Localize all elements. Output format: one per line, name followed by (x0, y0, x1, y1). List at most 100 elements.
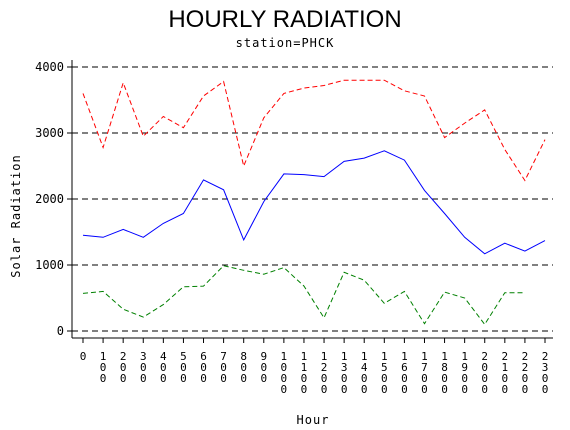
x-tick-char: 0 (180, 361, 187, 374)
x-tick-char: 2 (120, 350, 127, 363)
x-tick-char: 0 (381, 372, 388, 385)
x-tick-char: 0 (160, 372, 167, 385)
x-tick-char: 0 (481, 372, 488, 385)
x-tick-char: 8 (441, 361, 448, 374)
x-tick-char: 0 (421, 383, 428, 396)
x-tick-char: 2 (542, 350, 549, 363)
x-tick-char: 0 (120, 361, 127, 374)
x-tick-char: 0 (120, 372, 127, 385)
x-tick-char: 1 (341, 350, 348, 363)
x-tick-char: 1 (421, 350, 428, 363)
x-tick-char: 2 (481, 350, 488, 363)
x-tick-char: 0 (341, 383, 348, 396)
x-tick-char: 0 (502, 372, 509, 385)
x-tick-char: 0 (522, 372, 529, 385)
chart-title: HOURLY RADIATION (168, 6, 402, 33)
x-tick-char: 0 (260, 372, 267, 385)
x-tick-label: 2000 (481, 350, 488, 396)
x-tick-char: 2 (502, 350, 509, 363)
x-tick-char: 0 (441, 372, 448, 385)
x-tick-char: 0 (461, 383, 468, 396)
series-line (82, 79, 546, 182)
x-tick-char: 0 (301, 383, 308, 396)
x-tick-label: 100 (100, 350, 107, 385)
x-tick-label: 600 (200, 350, 207, 385)
x-tick-char: 0 (361, 383, 368, 396)
x-tick-char: 0 (100, 372, 107, 385)
x-tick-char: 0 (140, 372, 147, 385)
x-tick-label: 700 (220, 350, 227, 385)
x-tick-char: 3 (542, 361, 549, 374)
series-1 (82, 79, 546, 182)
x-tick-char: 1 (301, 350, 308, 363)
x-tick-char: 0 (321, 372, 328, 385)
x-tick-char: 0 (180, 372, 187, 385)
x-tick-char: 0 (441, 383, 448, 396)
x-tick-char: 1 (401, 350, 408, 363)
x-tick-char: 1 (321, 350, 328, 363)
x-tick-char: 0 (200, 361, 207, 374)
x-tick-char: 1 (461, 350, 468, 363)
x-tick-char: 0 (401, 383, 408, 396)
x-tick-char: 2 (321, 361, 328, 374)
x-tick-char: 0 (281, 372, 288, 385)
x-tick-char: 0 (301, 372, 308, 385)
x-tick-label: 900 (260, 350, 267, 385)
y-tick-label: 1000 (35, 258, 64, 272)
series-3 (82, 265, 525, 326)
x-tick-char: 0 (260, 361, 267, 374)
y-tick-label: 4000 (35, 60, 64, 74)
chart-subtitle: station=PHCK (235, 36, 335, 50)
x-tick-char: 0 (100, 361, 107, 374)
x-tick-char: 0 (220, 372, 227, 385)
x-tick-char: 0 (401, 372, 408, 385)
x-tick-char: 1 (100, 350, 107, 363)
x-tick-char: 0 (140, 361, 147, 374)
x-tick-char: 0 (220, 361, 227, 374)
series-layer (82, 79, 546, 326)
x-tick-char: 0 (421, 372, 428, 385)
x-tick-char: 8 (240, 350, 247, 363)
x-axis-label: Hour (297, 413, 330, 427)
x-tick-char: 2 (522, 361, 529, 374)
x-tick-char: 6 (401, 361, 408, 374)
x-tick-char: 0 (80, 350, 87, 363)
series-2 (82, 150, 546, 255)
x-tick-char: 1 (361, 350, 368, 363)
axes (67, 60, 553, 343)
x-tick-label: 500 (180, 350, 187, 385)
x-tick-label: 0 (80, 350, 87, 363)
x-tick-char: 0 (321, 383, 328, 396)
x-tick-char: 1 (381, 350, 388, 363)
x-tick-char: 0 (361, 372, 368, 385)
x-tick-char: 0 (160, 361, 167, 374)
x-tick-char: 7 (421, 361, 428, 374)
x-tick-char: 0 (381, 383, 388, 396)
x-tick-char: 1 (441, 350, 448, 363)
x-tick-char: 5 (180, 350, 187, 363)
x-tick-char: 3 (140, 350, 147, 363)
x-tick-char: 0 (542, 383, 549, 396)
x-tick-char: 4 (160, 350, 167, 363)
x-tick-char: 0 (240, 372, 247, 385)
x-tick-label: 800 (240, 350, 247, 385)
x-tick-label: 300 (140, 350, 147, 385)
x-tick-char: 2 (522, 350, 529, 363)
y-tick-label: 3000 (35, 126, 64, 140)
x-tick-char: 3 (341, 361, 348, 374)
grid-lines (72, 66, 553, 332)
x-tick-label: 200 (120, 350, 127, 385)
x-tick-char: 0 (200, 372, 207, 385)
